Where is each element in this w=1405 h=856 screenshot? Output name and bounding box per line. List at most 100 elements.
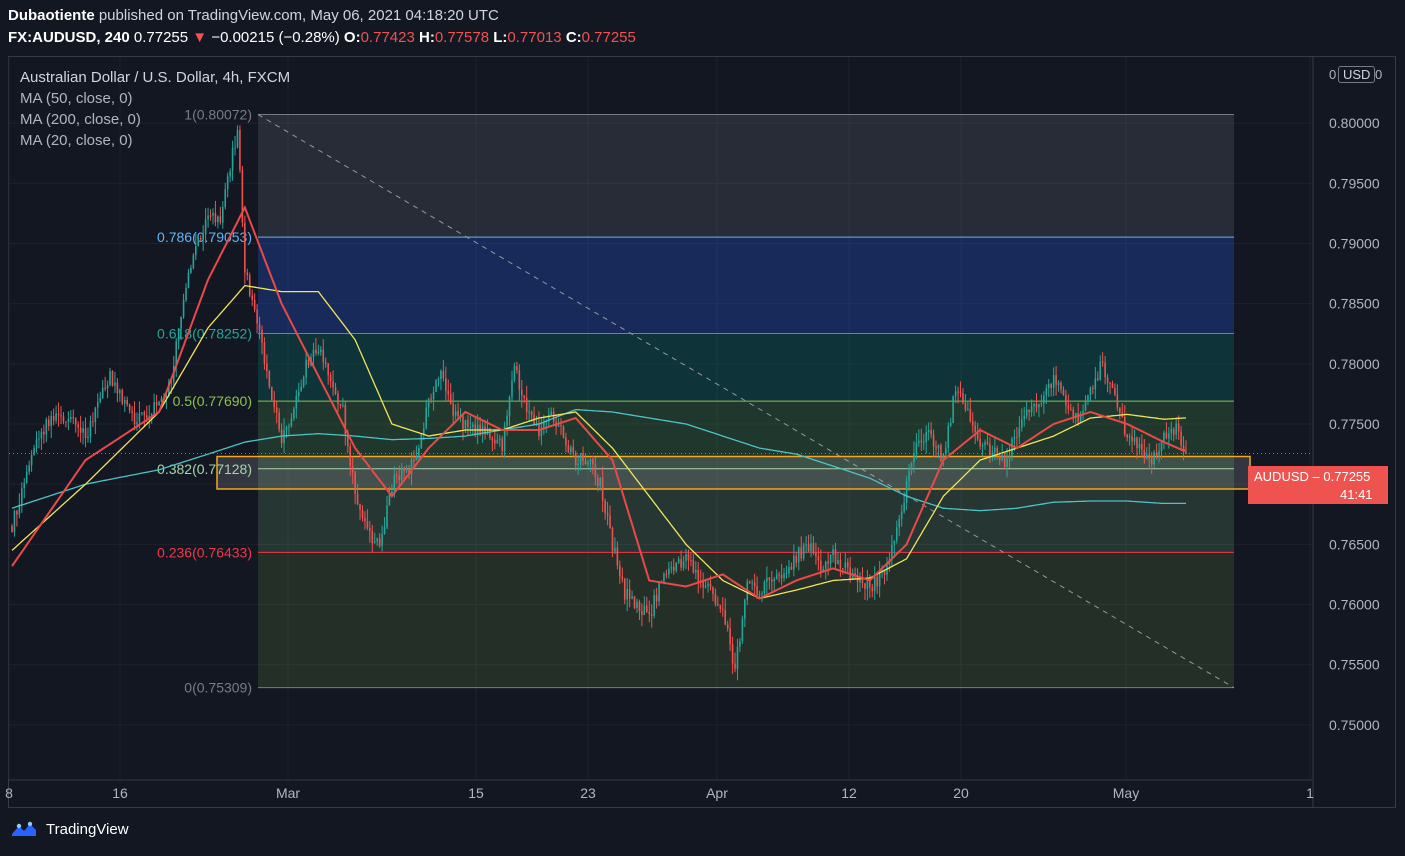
- candle: [876, 572, 878, 594]
- candle-body: [861, 577, 864, 584]
- candle: [82, 421, 84, 445]
- candle: [1155, 443, 1158, 460]
- fib-trend-line: [257, 114, 1235, 689]
- candle: [427, 397, 430, 417]
- candle: [658, 581, 660, 606]
- candle: [236, 125, 239, 149]
- candle: [506, 409, 508, 436]
- candle-body: [148, 416, 151, 418]
- candle: [251, 289, 253, 307]
- candle: [653, 589, 655, 619]
- candle-body: [1148, 454, 1151, 459]
- candle-body: [516, 366, 518, 371]
- candle-body: [300, 386, 303, 392]
- candle: [1106, 374, 1109, 393]
- candle: [609, 505, 611, 530]
- candle-body: [511, 380, 513, 397]
- candle-body: [1077, 412, 1079, 423]
- candle: [839, 552, 842, 577]
- currency-button[interactable]: USD: [1338, 66, 1376, 83]
- candle: [996, 445, 999, 460]
- candle-body: [793, 555, 795, 570]
- candle: [721, 597, 724, 617]
- down-arrow-icon: ▼: [192, 29, 208, 46]
- candle: [712, 586, 714, 602]
- author-name[interactable]: Dubaotiente: [8, 7, 95, 24]
- candle-body: [256, 309, 258, 324]
- candle-body: [121, 390, 124, 404]
- candle: [25, 464, 28, 484]
- candle-body: [952, 396, 954, 423]
- candle: [425, 399, 428, 430]
- candle-body: [219, 216, 222, 223]
- candle-body: [45, 419, 48, 435]
- candle-body: [518, 370, 521, 390]
- candle: [984, 439, 986, 451]
- low-value: 0.77013: [507, 29, 562, 46]
- candle: [221, 201, 224, 229]
- candle-body: [918, 440, 920, 443]
- legend-ma200[interactable]: MA (200, close, 0): [20, 111, 141, 128]
- candle-body: [467, 419, 469, 427]
- candle: [148, 404, 151, 429]
- candle-body: [974, 425, 977, 432]
- candle: [1116, 384, 1119, 412]
- candle: [702, 572, 704, 599]
- candle: [1096, 371, 1099, 382]
- candle: [584, 453, 587, 465]
- candle-body: [1040, 403, 1043, 405]
- fib-level-label: 0.382(0.77128): [157, 461, 252, 477]
- candle-body: [768, 577, 771, 580]
- candle: [30, 450, 33, 472]
- candle: [312, 342, 315, 369]
- candle-body: [432, 391, 435, 400]
- candle: [315, 337, 317, 356]
- candle-body: [275, 407, 278, 413]
- candle: [445, 366, 447, 402]
- candle-body: [616, 547, 619, 566]
- candle-body: [565, 437, 567, 446]
- candle-body: [795, 555, 798, 563]
- candle: [351, 456, 354, 485]
- candle-body: [587, 461, 589, 465]
- candle-body: [1153, 452, 1155, 465]
- candle: [334, 382, 337, 396]
- candle-body: [415, 456, 418, 461]
- candle-body: [408, 469, 410, 474]
- candle: [354, 470, 356, 505]
- candle: [579, 453, 582, 471]
- candle-body: [251, 295, 253, 300]
- candle-body: [1101, 361, 1104, 363]
- candle: [496, 433, 499, 444]
- candle-body: [717, 603, 719, 606]
- candle: [1047, 379, 1050, 397]
- candle: [1050, 382, 1052, 397]
- candle: [1126, 433, 1128, 442]
- candle-body: [315, 349, 317, 354]
- legend-ma50[interactable]: MA (50, close, 0): [20, 90, 133, 107]
- candle-body: [775, 574, 778, 580]
- candle-body: [263, 342, 266, 364]
- candle: [23, 478, 26, 499]
- candle-body: [954, 391, 957, 397]
- candle-body: [498, 438, 501, 440]
- candle-body: [967, 408, 969, 410]
- candle-body: [111, 370, 114, 386]
- candle: [1038, 403, 1040, 418]
- legend-ma20[interactable]: MA (20, close, 0): [20, 132, 133, 149]
- tradingview-brand[interactable]: TradingView: [10, 820, 129, 838]
- candle-body: [1045, 388, 1048, 396]
- candle-body: [552, 411, 555, 422]
- candle-body: [1150, 458, 1153, 465]
- candle-body: [449, 394, 452, 405]
- candle: [57, 402, 60, 427]
- candle: [628, 579, 631, 608]
- candle: [212, 208, 214, 225]
- candle-body: [261, 329, 263, 343]
- candle: [1082, 404, 1084, 421]
- candle: [16, 509, 18, 527]
- candle: [1023, 406, 1026, 427]
- candle: [297, 382, 300, 403]
- candle: [408, 465, 410, 480]
